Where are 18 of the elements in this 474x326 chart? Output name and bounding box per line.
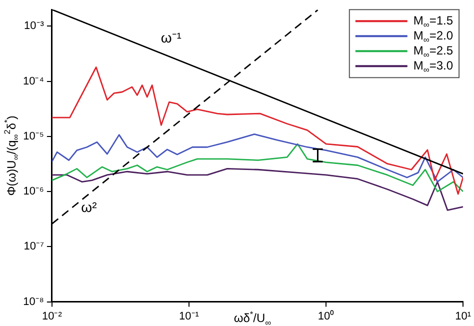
legend-label: M∞=1.5 [413, 13, 454, 30]
legend-label: M∞=2.5 [413, 43, 454, 60]
annotation: ω⁻¹ [160, 30, 182, 46]
legend-label: M∞=2.0 [413, 28, 454, 45]
x-axis-title: ωδ*/U∞ [234, 308, 272, 326]
y-tick-label: 10⁻⁵ [23, 130, 44, 142]
y-tick-label: 10⁻⁶ [23, 186, 44, 198]
x-tick-label: 10⁻² [42, 310, 62, 322]
y-tick-label: 10⁻⁸ [23, 296, 44, 308]
x-tick-label: 10⁻¹ [179, 310, 200, 322]
legend-label: M∞=3.0 [413, 58, 454, 75]
y-tick-label: 10⁻³ [24, 20, 44, 32]
y-tick-label: 10⁻⁴ [22, 75, 44, 88]
y-axis-title: Φ(ω)U∞/(q∞2δ*) [2, 116, 21, 196]
y-tick-label: 10⁻⁷ [24, 240, 44, 253]
x-tick-label: 10¹ [455, 310, 472, 322]
annotation: ω² [81, 199, 98, 216]
x-tick-label: 10⁰ [318, 309, 334, 322]
